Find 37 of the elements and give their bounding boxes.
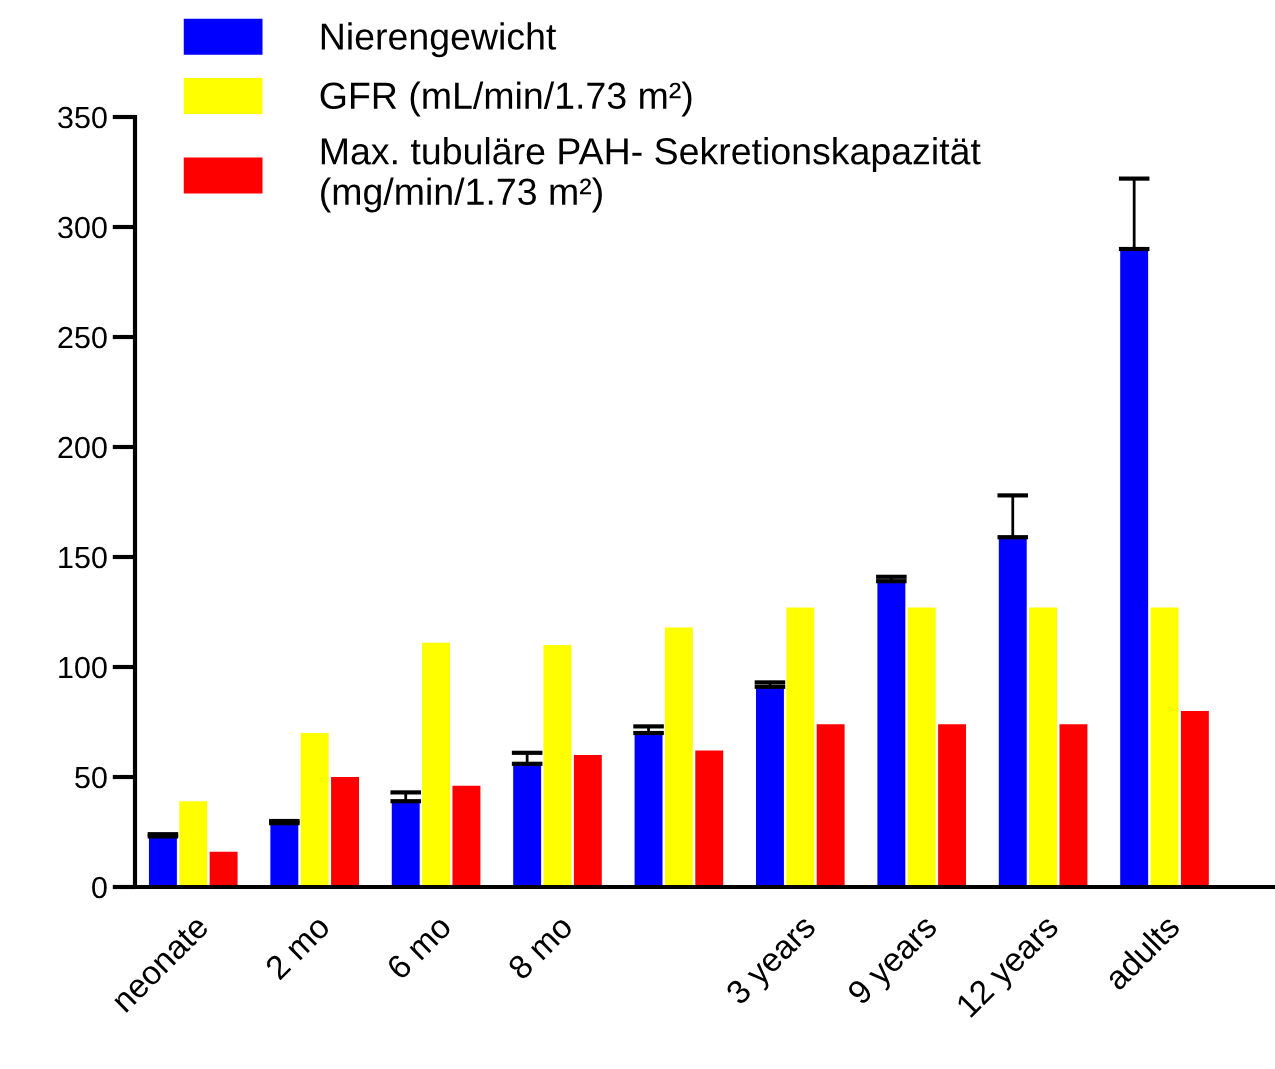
- bar: [452, 785, 481, 887]
- y-tick-label: 200: [58, 436, 107, 459]
- y-tick-label: 100: [59, 656, 107, 679]
- bar: [907, 607, 936, 887]
- bar: [786, 607, 815, 887]
- x-tick-label: 6 mo: [385, 913, 453, 981]
- bar: [1059, 724, 1088, 887]
- bar: [300, 733, 329, 887]
- bar: [998, 537, 1027, 887]
- legend-label: GFR (mL/min/1.73 m²): [320, 81, 692, 117]
- x-tick-label: 2 mo: [264, 913, 332, 981]
- y-tick-label: 150: [59, 546, 107, 569]
- bar: [664, 627, 693, 887]
- bar: [1180, 711, 1209, 887]
- bar: [179, 801, 208, 887]
- bar: [391, 801, 420, 887]
- bar: [1029, 607, 1058, 887]
- y-tick-label: 350: [58, 106, 107, 129]
- bar: [695, 750, 724, 887]
- y-tick-label: 250: [58, 326, 107, 349]
- bar: [270, 823, 299, 887]
- y-tick-label: 0: [92, 876, 107, 899]
- bar: [938, 724, 967, 887]
- x-tick-label: 8 mo: [506, 913, 574, 981]
- bar: [1150, 607, 1179, 887]
- bar: [331, 777, 359, 887]
- legend-label: Max. tubuläre PAH- Sekretionskapazität (mg/min/1.73 m²): [321, 137, 981, 213]
- bar: [816, 724, 845, 887]
- y-tick-label: 50: [75, 766, 107, 789]
- bar: [422, 642, 451, 887]
- bar: [573, 755, 602, 887]
- bar: [513, 763, 542, 887]
- y-tick-label: 300: [58, 216, 107, 239]
- legend-label: Nierengewicht: [321, 22, 557, 58]
- bar: [543, 645, 572, 887]
- bar: [148, 836, 177, 887]
- bar: [209, 851, 238, 887]
